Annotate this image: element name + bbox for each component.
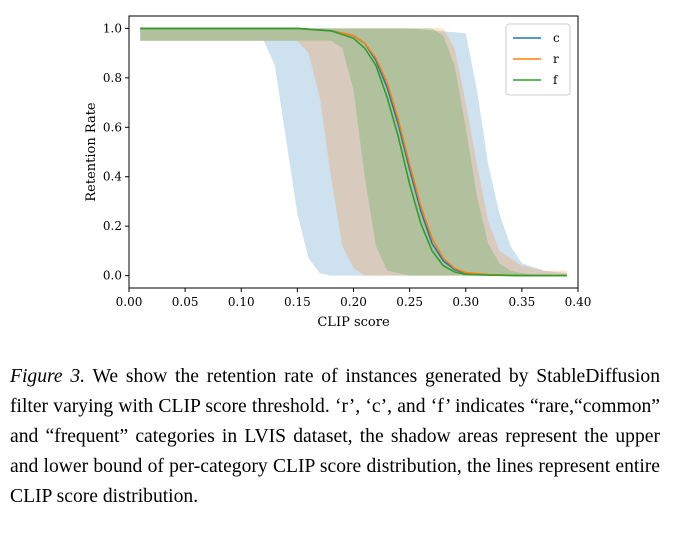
band-r [140, 28, 567, 276]
y-tick-label: 1.0 [103, 21, 122, 35]
band-f [140, 28, 567, 276]
legend-label-r: r [553, 52, 559, 66]
caption-text: We show the retention rate of instances … [10, 366, 660, 507]
y-tick-label: 0.8 [103, 71, 122, 85]
band-c [140, 28, 567, 276]
x-axis: 0.00 0.05 0.10 0.15 0.20 0.25 0.30 0.35 0.40 [116, 288, 592, 309]
y-axis: 0.0 0.2 0.4 0.6 0.8 1.0 [103, 21, 129, 283]
shadow-bands [140, 28, 567, 276]
line-f [140, 27, 567, 277]
x-axis-label: CLIP score [317, 315, 390, 330]
x-tick-label: 0.40 [565, 295, 592, 309]
chart: 0.00 0.05 0.10 0.15 0.20 0.25 0.30 0.35 0.40 0.0… [84, 15, 592, 330]
x-tick-label: 0.10 [228, 295, 255, 309]
x-tick-label: 0.05 [172, 295, 199, 309]
legend-label-f: f [553, 73, 559, 87]
y-tick-label: 0.4 [103, 170, 122, 184]
x-tick-label: 0.30 [452, 295, 479, 309]
legend: crf [505, 23, 571, 96]
y-tick-label: 0.0 [103, 269, 122, 283]
y-tick-label: 0.6 [103, 120, 122, 134]
line-r [140, 27, 567, 277]
x-tick-label: 0.20 [340, 295, 367, 309]
figure-caption: Figure 3. We show the retention rate of … [10, 362, 660, 512]
y-tick-label: 0.2 [103, 219, 122, 233]
series-lines [140, 27, 567, 277]
x-tick-label: 0.25 [396, 295, 423, 309]
legend-label-c: c [553, 31, 560, 45]
figure-label: Figure 3. [10, 366, 86, 387]
y-axis-label: Retention Rate [84, 102, 99, 202]
x-tick-label: 0.15 [284, 295, 311, 309]
x-tick-label: 0.35 [509, 295, 536, 309]
x-tick-label: 0.00 [116, 295, 143, 309]
